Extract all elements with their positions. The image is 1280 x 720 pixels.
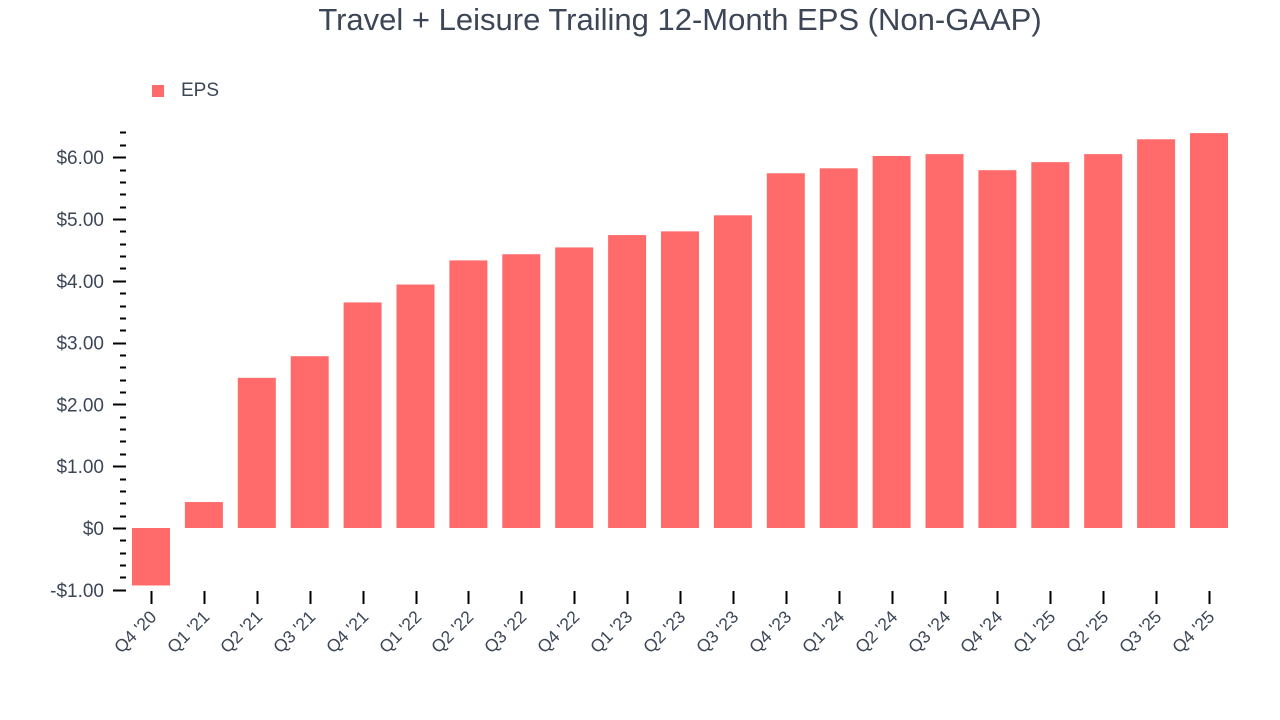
y-tick-label: $1.00 [56, 457, 104, 478]
bar-q2-25 [1084, 154, 1123, 529]
x-axis: Q4 '20 Q1 '21 Q2 '21 Q3 '21 Q4 '21 Q1 '22 Q2 '… [110, 591, 1218, 657]
x-tick-label: Q3 '25 [1115, 607, 1165, 657]
y-axis: -$1.00 $0 $1.00 $2.00 $3.00 $4.00 $5.00 $6.00 [50, 131, 126, 602]
bar-q2-23 [661, 231, 699, 529]
x-tick-label: Q2 '21 [216, 607, 266, 657]
bar-q1-24 [819, 168, 858, 528]
y-tick-label: $6.00 [56, 148, 104, 169]
bar-q1-23 [608, 235, 647, 528]
x-tick-label: Q2 '24 [851, 606, 901, 656]
legend: EPS [152, 80, 219, 102]
x-tick-label: Q4 '23 [745, 607, 795, 657]
x-tick-label: Q3 '23 [692, 607, 742, 657]
bar-q1-22 [396, 284, 435, 528]
bar-q3-25 [1137, 139, 1176, 528]
legend-swatch-eps [152, 85, 164, 97]
bar-q3-22 [502, 254, 541, 528]
x-tick-label: Q3 '24 [904, 606, 954, 656]
x-tick-label: Q4 '21 [322, 607, 372, 657]
bar-q4-23 [766, 173, 805, 528]
bar-q3-24 [925, 154, 964, 529]
bar-q4-21 [343, 302, 382, 528]
bar-q1-25 [1031, 162, 1070, 529]
x-tick-label: Q4 '20 [110, 606, 160, 656]
x-tick-label: Q2 '23 [639, 607, 689, 657]
bar-q4-22 [555, 247, 594, 529]
x-tick-label: Q1 '21 [163, 607, 213, 657]
x-tick-label: Q3 '22 [480, 607, 530, 657]
x-tick-label: Q3 '21 [269, 607, 319, 657]
bar-q1-21 [184, 502, 223, 528]
bar-q2-24 [872, 155, 911, 529]
bar-q4-25 [1190, 133, 1228, 528]
y-tick-label: $2.00 [56, 395, 104, 416]
x-tick-label: Q1 '22 [375, 607, 425, 657]
bar-q2-22 [449, 260, 488, 528]
x-tick-label: Q1 '24 [798, 606, 848, 656]
x-tick-label: Q4 '22 [533, 607, 583, 657]
y-tick-label: $5.00 [56, 210, 104, 231]
bar-q2-21 [237, 377, 276, 528]
bar-q3-21 [290, 356, 329, 528]
x-tick-label: Q1 '25 [1009, 607, 1059, 657]
legend-label-eps: EPS [181, 80, 220, 101]
y-tick-label: $4.00 [56, 272, 104, 293]
x-tick-label: Q4 '25 [1168, 607, 1218, 657]
y-tick-label: $0 [83, 519, 104, 540]
y-tick-label: -$1.00 [50, 581, 104, 602]
x-tick-label: Q2 '25 [1062, 607, 1112, 657]
x-tick-label: Q4 '24 [956, 606, 1006, 656]
x-tick-label: Q1 '23 [586, 607, 636, 657]
bar-q3-23 [713, 215, 752, 529]
chart-title: Travel + Leisure Trailing 12-Month EPS (… [318, 2, 1042, 37]
bar-q4-24 [978, 170, 1017, 529]
bars [132, 133, 1228, 586]
x-tick-label: Q2 '22 [427, 607, 477, 657]
bar-q4-20 [132, 528, 170, 586]
y-tick-label: $3.00 [56, 334, 104, 355]
